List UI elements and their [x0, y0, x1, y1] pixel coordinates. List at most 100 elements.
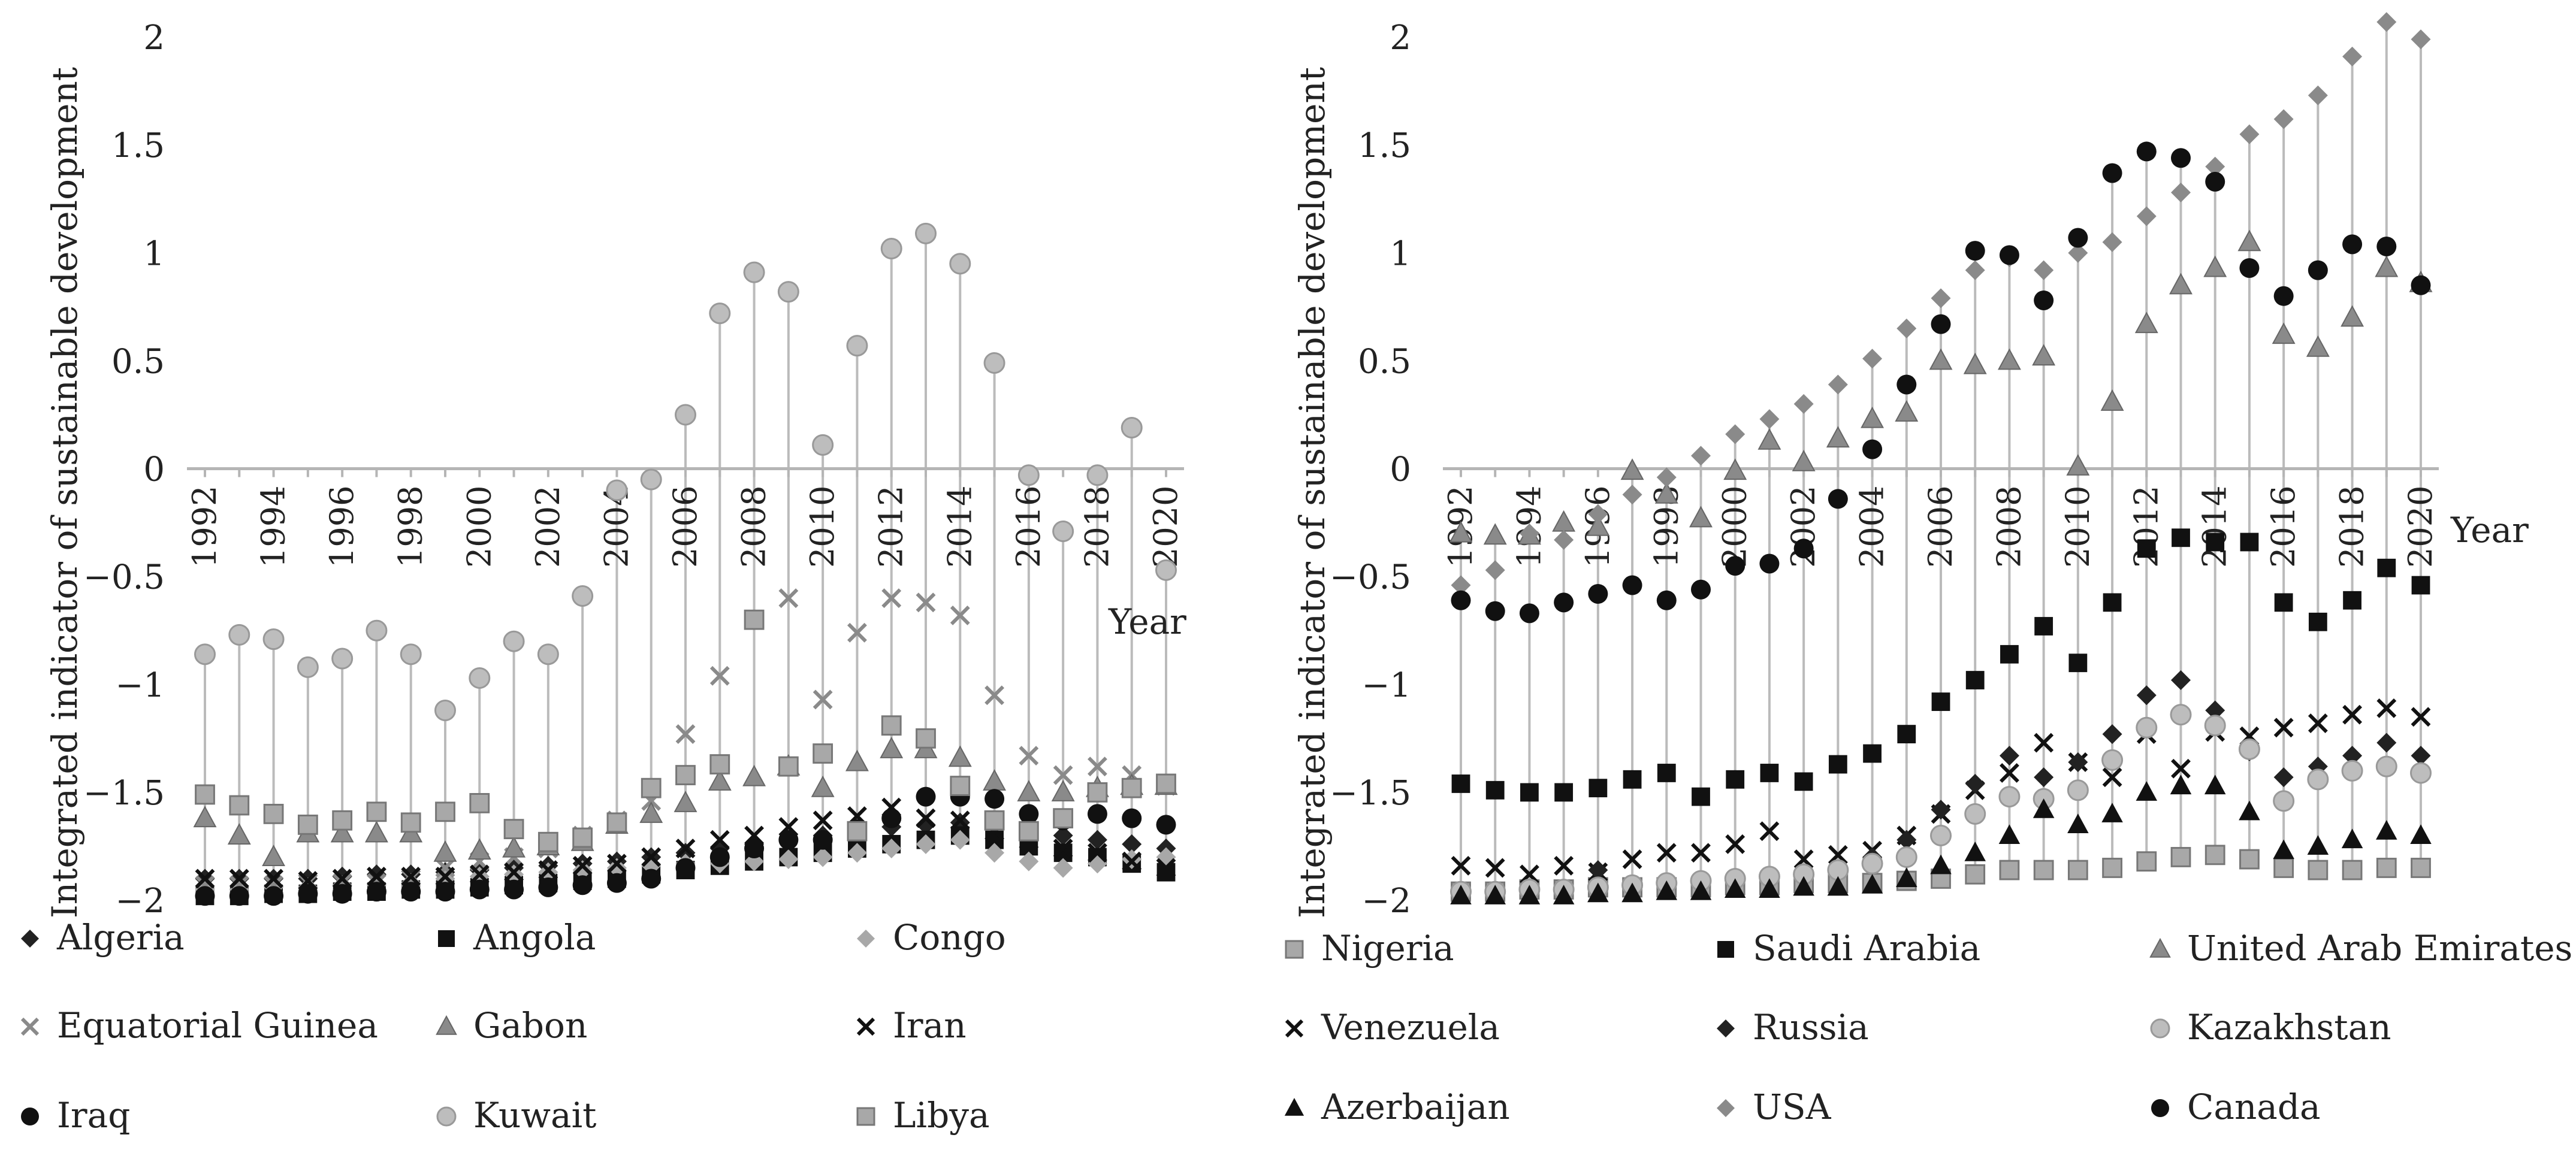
data-point — [2411, 576, 2430, 595]
legend-marker-iraq-icon — [21, 1108, 39, 1125]
data-point — [1520, 783, 1539, 802]
legend-label: Kazakhstan — [2187, 1007, 2391, 1048]
series-canada — [1451, 141, 2431, 624]
data-point — [1484, 885, 1506, 904]
data-point — [2102, 767, 2122, 788]
data-point — [1121, 417, 1143, 439]
data-point — [916, 808, 936, 828]
data-point — [2136, 716, 2158, 739]
data-point — [435, 866, 455, 886]
data-point — [1155, 559, 1177, 581]
data-point — [916, 786, 936, 807]
data-point — [2411, 858, 2431, 878]
data-point — [709, 302, 731, 325]
data-point — [1017, 780, 1041, 801]
data-point — [1449, 521, 1473, 543]
data-point — [469, 667, 491, 689]
data-point — [467, 838, 491, 860]
data-point — [469, 864, 490, 885]
data-point — [435, 858, 455, 878]
legend-label: Azerbaijan — [1321, 1087, 1510, 1127]
data-point — [2204, 845, 2225, 866]
data-point — [2308, 713, 2328, 734]
data-point — [1520, 864, 1539, 885]
data-point — [744, 839, 765, 859]
y-tick-label: −1.5 — [1330, 774, 1411, 813]
data-point — [607, 854, 627, 874]
x-tick-label: 2010 — [2059, 486, 2097, 568]
data-point — [1518, 885, 1541, 904]
data-point — [1156, 815, 1176, 835]
data-point — [1053, 808, 1074, 829]
legend-item-equatorial-guinea: Equatorial Guinea — [20, 1005, 378, 1046]
data-point — [2204, 715, 2226, 737]
data-point — [2342, 704, 2362, 725]
data-point — [709, 665, 730, 686]
data-point — [1122, 851, 1142, 872]
data-point — [1656, 843, 1677, 863]
data-point — [1895, 400, 1919, 422]
data-point — [469, 792, 490, 813]
x-tick-label: 2006 — [1922, 486, 1959, 568]
data-point — [262, 845, 286, 866]
legend-item-congo: Congo — [857, 917, 1006, 958]
x-tick-label: 2000 — [460, 486, 498, 568]
data-point — [193, 806, 217, 828]
data-point — [330, 821, 354, 843]
data-point — [2342, 46, 2363, 66]
data-point — [2343, 591, 2361, 610]
data-point — [1587, 882, 1609, 903]
data-point — [744, 609, 765, 630]
legend-label: Libya — [893, 1095, 990, 1136]
data-point — [1965, 671, 1985, 689]
legend-label: Saudi Arabia — [1753, 928, 1980, 969]
data-point — [366, 619, 388, 642]
data-point — [2342, 746, 2363, 766]
data-point — [332, 869, 352, 889]
legend-item-russia: Russia — [1717, 1007, 1869, 1048]
y-tick-label: −0.5 — [1330, 558, 1411, 597]
data-point — [1552, 510, 1576, 532]
data-point — [572, 827, 593, 848]
data-point — [2342, 860, 2363, 880]
data-point — [846, 335, 868, 357]
x-tick-label: 1992 — [186, 486, 224, 568]
data-point — [2169, 273, 2193, 295]
data-point — [401, 882, 421, 902]
x-tick-label: 2012 — [872, 486, 910, 568]
data-point — [1554, 529, 1574, 550]
data-point — [2308, 860, 2329, 880]
data-point — [639, 801, 663, 823]
data-point — [881, 715, 902, 736]
data-point — [195, 784, 215, 805]
data-point — [1622, 485, 1642, 505]
data-point — [675, 404, 696, 426]
data-point — [1483, 523, 1507, 545]
data-point — [2410, 824, 2432, 844]
data-point — [983, 769, 1007, 791]
data-point — [1861, 852, 1883, 875]
data-point — [1828, 755, 1847, 774]
data-point — [2068, 228, 2088, 248]
legend-label: Venezuela — [1321, 1007, 1500, 1048]
data-point — [675, 765, 696, 785]
series-libya — [195, 609, 1176, 852]
data-point — [1156, 858, 1176, 878]
data-point — [1792, 449, 1816, 471]
legend-marker-azerbaijan-icon — [1284, 1098, 1304, 1116]
data-point — [881, 839, 902, 859]
data-point — [1828, 489, 1848, 509]
data-point — [400, 812, 421, 833]
x-tick-label: 2010 — [804, 486, 841, 568]
data-point — [1896, 867, 1917, 887]
data-point — [1828, 845, 1848, 865]
data-point — [1121, 777, 1142, 798]
data-point — [949, 253, 971, 275]
series-usa — [1451, 12, 2431, 595]
x-tick-label: 2016 — [1010, 486, 1047, 568]
data-point — [1088, 757, 1107, 777]
data-point — [1053, 765, 1073, 785]
data-point — [2170, 847, 2191, 867]
data-point — [950, 810, 970, 831]
data-point — [641, 847, 662, 867]
